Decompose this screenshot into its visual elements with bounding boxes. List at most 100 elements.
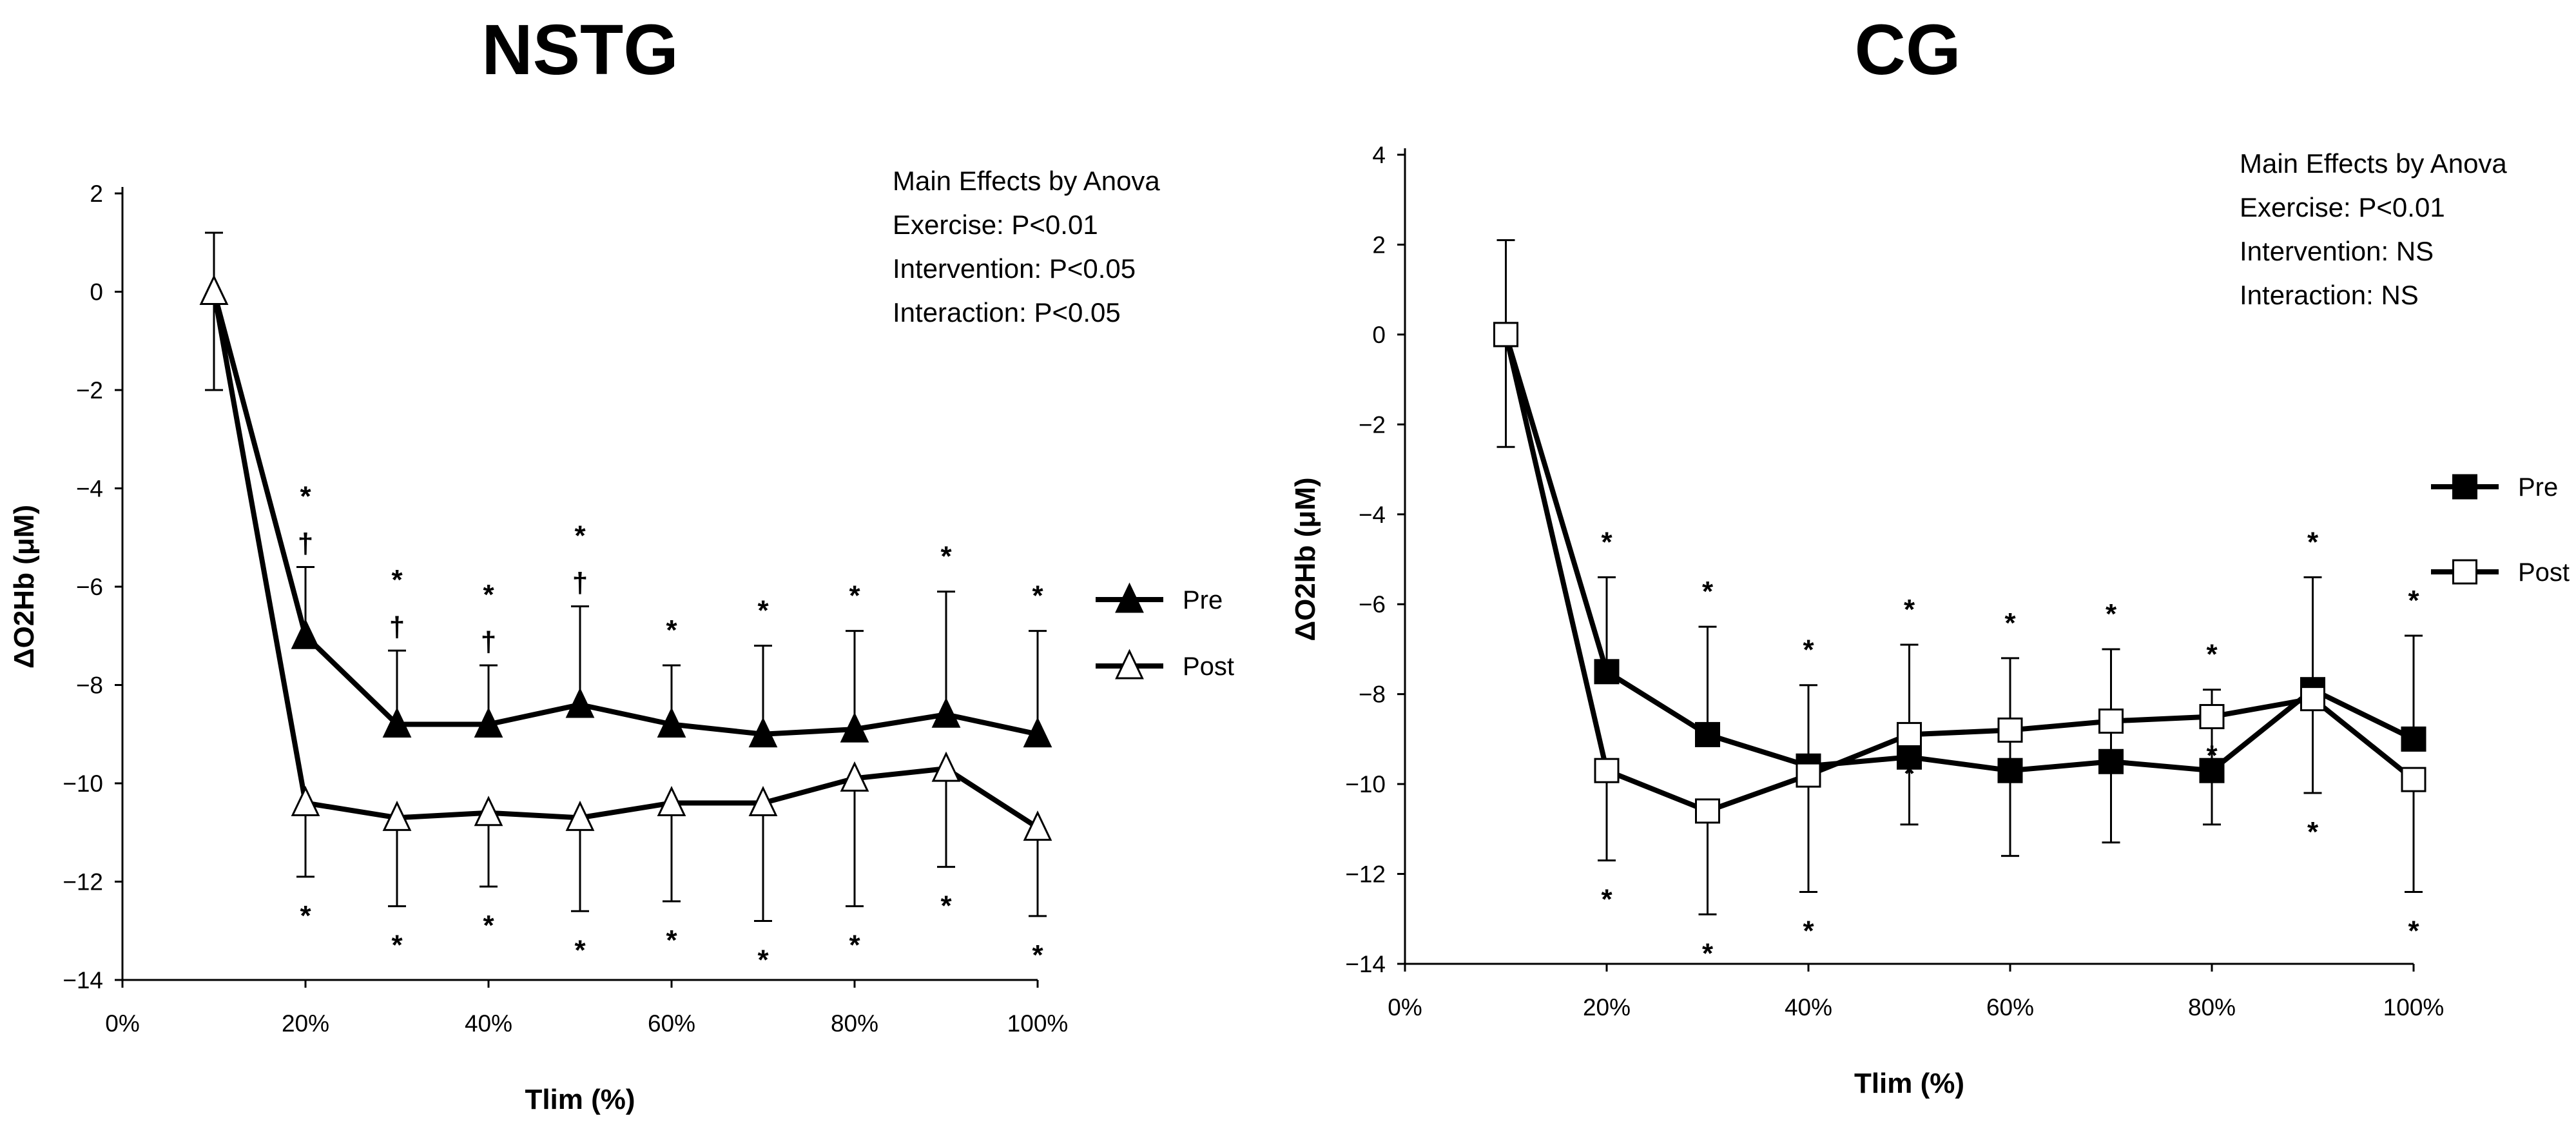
significance-asterisk: * [849,580,860,612]
significance-asterisk: * [2408,585,2419,616]
legend-label: Pre [2518,473,2558,502]
y-tick-label: 2 [1372,231,1386,258]
y-tick-label: −2 [1359,411,1386,438]
chart-cg: CG 4 2 0 −2 −4 −6 −8 −10 −12 −140% 20% 40% 60% 80% 100%… [1290,10,2570,1099]
y-tick-label: 0 [90,279,103,306]
series-line [1503,333,2416,814]
data-point-marker [748,717,778,748]
series-pre: * † * † * † * † * * * * * [199,231,1052,748]
data-point-marker [199,275,229,305]
data-point-marker [382,707,412,738]
data-point-marker [1594,659,1620,685]
x-tick-label: 40% [465,1010,512,1037]
annotation-line: Intervention: NS [2240,236,2434,266]
significance-asterisk: * [2106,598,2117,630]
x-tick-label: 20% [1583,994,1631,1021]
significance-dagger: † [572,567,588,599]
x-tick-label: 80% [2188,994,2236,1021]
y-tick-label: −12 [1345,861,1386,888]
significance-asterisk: * [483,910,494,941]
data-point-marker [931,751,961,782]
legend-item-pre: Pre [2431,473,2558,502]
significance-asterisk: * [1904,594,1915,625]
x-axis-label: Tlim (%) [525,1084,635,1115]
axes: 4 2 0 −2 −4 −6 −8 −10 −12 −140% 20% 40% 60% 80% 100% [1345,142,2444,1021]
annotation-line: Interaction: NS [2240,280,2419,310]
data-point-marker [748,786,778,816]
significance-dagger: † [389,611,405,643]
significance-asterisk: * [1803,634,1814,666]
significance-asterisk: * [666,614,677,646]
y-tick-label: −4 [1359,502,1386,528]
significance-asterisk: * [757,944,769,976]
y-tick-label: −12 [63,869,103,895]
data-point-marker [2300,686,2325,712]
legend-label: Post [1183,652,1234,681]
x-tick-label: 100% [2383,994,2445,1021]
y-tick-label: −14 [1345,951,1386,977]
y-axis-label: ΔO2Hb (μM) [1290,477,1321,641]
data-point-marker [565,800,595,831]
chart-title: NSTG [481,10,679,90]
significance-asterisk: * [666,925,677,956]
data-point-marker [1997,717,2023,743]
data-point-marker [1695,798,1720,824]
significance-asterisk: * [483,579,494,611]
significance-asterisk: * [940,541,952,572]
significance-asterisk: * [574,934,586,966]
y-tick-label: −14 [63,967,103,993]
data-point-marker [2452,559,2477,585]
y-tick-label: −10 [63,770,103,797]
x-tick-label: 60% [648,1010,695,1037]
significance-asterisk: * [391,930,403,961]
significance-asterisk: * [757,595,769,627]
y-tick-label: 4 [1372,142,1386,168]
data-point-marker [474,796,503,827]
significance-asterisk: * [2004,753,2016,785]
significance-asterisk: * [2307,526,2319,558]
data-point-marker [1594,758,1620,783]
x-tick-label: 20% [282,1010,329,1037]
y-tick-label: −2 [76,377,103,404]
annotation-line: Exercise: P<0.01 [893,210,1098,240]
data-point-marker [2199,758,2225,783]
significance-asterisk: * [1904,758,1915,789]
significance-asterisk: * [2106,745,2117,776]
legend-item-post: Post [2431,558,2570,587]
data-point-marker [1023,810,1052,841]
data-point-marker [291,618,320,649]
x-tick-label: 80% [831,1010,878,1037]
data-point-marker [2452,474,2477,500]
x-tick-label: 60% [1986,994,2034,1021]
significance-asterisk: * [1702,937,1714,969]
data-point-marker [2098,749,2124,774]
annotation-line: Exercise: P<0.01 [2240,192,2445,222]
chart-title: CG [1855,10,1961,90]
annotation-line: Main Effects by Anova [893,166,1160,196]
y-tick-label: −8 [76,672,103,699]
data-point-marker [931,697,961,728]
y-tick-label: −6 [76,574,103,600]
y-axis-label: ΔO2Hb (μM) [8,505,40,669]
y-tick-label: 0 [1372,322,1386,348]
y-tick-label: 2 [90,181,103,207]
series-post: * * * * * * * * * [199,275,1052,976]
significance-asterisk: * [2206,740,2218,772]
significance-asterisk: * [849,930,860,961]
x-tick-label: 100% [1007,1010,1069,1037]
legend-label: Post [2518,558,2570,587]
chart-nstg: NSTG 2 0 −2 −4 −6 −8 −10 −12 −140% 20% 40% 60% 80% 100… [8,10,1234,1115]
anova-annotation: Main Effects by Anova Exercise: P<0.01 Int… [2240,148,2507,310]
data-point-marker [2199,704,2225,730]
significance-asterisk: * [1601,526,1612,558]
series-line [211,291,1040,830]
significance-asterisk: * [300,900,311,932]
significance-asterisk: * [1803,915,1814,946]
series-line [1503,333,2415,774]
significance-asterisk: * [300,481,311,513]
data-point-marker [840,712,869,743]
significance-asterisk: * [1601,884,1612,915]
data-point-marker [1023,717,1052,748]
